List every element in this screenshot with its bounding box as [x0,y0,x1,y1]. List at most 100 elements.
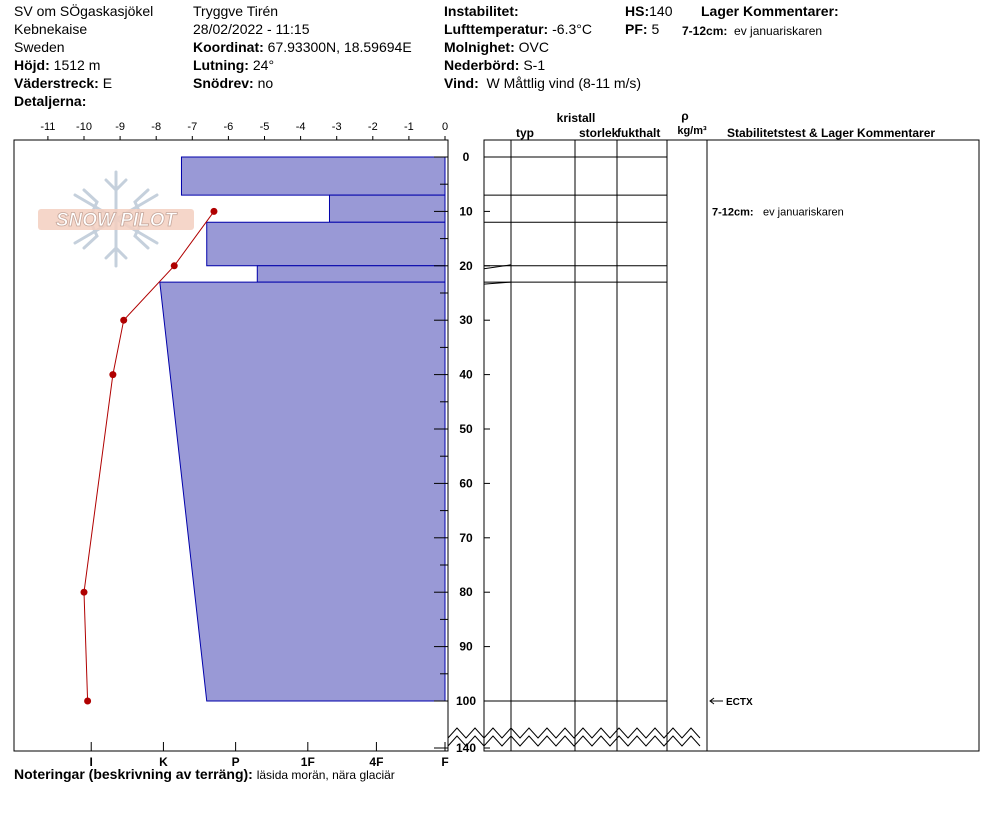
hardness-tick-label: 1F [301,755,315,769]
temperature-axis: -11 -10 -9 -8 -7 -6 -5 -4 -3 -2 -1 0 [40,121,448,140]
header-comment-text: ev januariskaren [734,24,823,38]
zigzag-line [447,727,701,739]
hardness-tick-label: P [232,755,240,769]
air-temperature-value: -6.3°C [552,21,592,37]
elevation-label: Höjd: [14,57,50,73]
depth-break-zigzag [447,727,701,747]
observer: Tryggve Tirén [193,3,279,19]
wind: Vind: W Måttlig vind (8-11 m/s) [444,75,641,92]
depth-tick-label: 0 [463,150,470,164]
col-typ: typ [516,126,534,140]
hardness-layer [180,156,446,196]
drift-label: Snödrev: [193,75,254,91]
sky-value: OVC [518,39,549,55]
aspect: Väderstreck: E [14,75,112,92]
precipitation-value: S-1 [523,57,546,73]
details-label: Detaljerna: [14,93,87,109]
header-layer-comment: 7-12cm: ev januariskaren [682,23,822,40]
col-stability: Stabilitetstest & Lager Kommentarer [727,126,935,140]
test-arrow-head [709,697,715,705]
wind-label: Vind: [444,75,479,91]
layer-link-line [483,264,512,270]
temperature-tick-label: -5 [260,121,270,133]
precipitation-label: Nederbörd: [444,57,520,73]
sky: Molnighet: OVC [444,39,549,56]
air-temperature-label: Lufttemperatur: [444,21,549,37]
col-fukthalt: fukthalt [617,126,660,140]
layer-comment-text: ev januariskaren [763,206,844,218]
stability-test-marker [709,697,723,705]
hs-value: 140 [649,3,673,19]
notes: Noteringar (beskrivning av terräng): läs… [14,766,395,784]
hs: HS:140 [625,3,672,20]
pf-value: 5 [651,21,660,37]
depth-tick-label: 50 [459,422,473,436]
temperature-point [120,316,128,324]
stability-test-label: ECTX [726,697,753,708]
temperature-tick-label: 0 [442,121,448,133]
notes-value: läsida morän, nära glaciär [256,768,395,782]
temperature-point [84,697,92,705]
temperature-tick-label: -1 [404,121,414,133]
hardness-layers [159,156,446,702]
layer-comment-depth: 7-12cm: [712,206,754,218]
slope: Lutning: 24° [193,57,274,74]
temperature-tick-label: -11 [40,121,55,133]
elevation-value: 1512 m [53,57,101,73]
aspect-value: E [102,75,113,91]
temperature-tick-label: -7 [187,121,197,133]
temperature-tick-label: -10 [76,121,92,133]
coordinates: Koordinat: 67.93300N, 18.59694E [193,39,412,56]
zigzag-line [447,735,701,747]
hs-label: HS: [625,3,650,19]
col-kristall: kristall [557,111,596,125]
temperature-point [80,588,88,596]
drift: Snödrev: no [193,75,273,92]
temperature-tick-label: -6 [224,121,234,133]
temperature-tick-label: -3 [332,121,342,133]
depth-axis: 0 10 20 30 40 50 60 70 80 90 100 140 [434,150,490,755]
depth-tick-label: 70 [459,531,473,545]
region: Kebnekaise [14,21,88,37]
hardness-tick-label: K [159,755,168,769]
layer-table-columns [510,140,708,751]
depth-tick-label: 140 [456,741,476,755]
temperature-series-line [83,211,215,702]
depth-tick-label: 10 [459,204,473,218]
pf: PF: 5 [625,21,659,38]
temperature-point [170,262,178,270]
depth-tick-label: 60 [459,476,473,490]
hardness-layer [328,194,446,223]
slope-value: 24° [252,57,275,73]
notes-label: Noteringar (beskrivning av terräng): [14,766,253,782]
depth-tick-label: 30 [459,313,473,327]
aspect-label: Väderstreck: [14,75,99,91]
temperature-tick-label: -2 [368,121,378,133]
temperature-tick-label: -4 [296,121,306,133]
slope-label: Lutning: [193,57,249,73]
datetime: 28/02/2022 - 11:15 [193,21,310,37]
hardness-tick-label: 4F [369,755,383,769]
coordinates-label: Koordinat: [193,39,264,55]
elevation: Höjd: 1512 m [14,57,100,74]
wind-value: W Måttlig vind (8-11 m/s) [486,75,642,91]
temperature-point [109,371,117,379]
header-comment-depth: 7-12cm: [682,24,728,38]
layer-table-frame [483,139,980,752]
col-storlek: storlek [579,126,619,140]
pf-label: PF: [625,21,648,37]
snowpilot-logo: SNOW PILOT [38,170,194,268]
country: Sweden [14,39,65,55]
precipitation: Nederbörd: S-1 [444,57,545,74]
logo-text: SNOW PILOT [56,210,178,231]
temperature-tick-label: -9 [115,121,125,133]
temperature-point [210,207,218,215]
depth-tick-label: 40 [459,368,473,382]
layer-comments-label: Lager Kommentarer: [701,3,839,19]
temperature-line [83,211,215,702]
instability-label: Instabilitet: [444,3,519,19]
depth-tick-label: 80 [459,585,473,599]
temperature-tick-label: -8 [151,121,161,133]
sky-label: Molnighet: [444,39,515,55]
